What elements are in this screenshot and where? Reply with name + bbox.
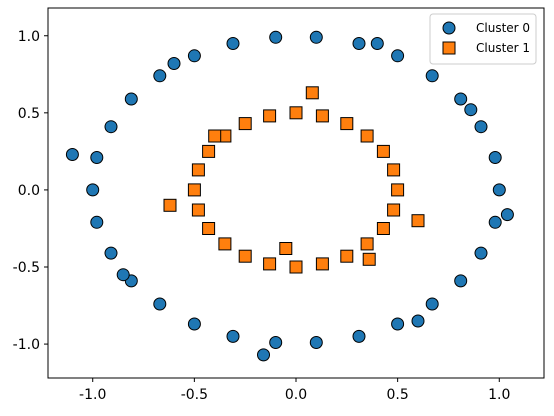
cluster-0-point (425, 297, 439, 311)
cluster-1-point (191, 203, 205, 217)
cluster-1-point (238, 117, 252, 131)
cluster-1-point (289, 106, 303, 120)
legend-label-cluster-1: Cluster 1 (476, 41, 530, 55)
cluster-0-point (269, 30, 283, 44)
cluster-0-point (492, 183, 506, 197)
cluster-1-point (238, 249, 252, 263)
y-tick-label: -1.0 (13, 337, 40, 353)
cluster-1-points (163, 86, 425, 274)
cluster-0-point (454, 274, 468, 288)
cluster-0-point (116, 268, 130, 282)
x-tick-label: 0.5 (387, 387, 409, 403)
cluster-1-point (387, 163, 401, 177)
legend: Cluster 0 Cluster 1 (429, 13, 537, 65)
cluster-0-point (454, 92, 468, 106)
cluster-0-point (65, 148, 79, 161)
cluster-1-point (387, 203, 401, 217)
cluster-1-point (202, 222, 216, 235)
y-tick-label: -0.5 (13, 260, 40, 276)
legend-marker-cluster-0 (442, 21, 456, 35)
cluster-0-point (500, 208, 514, 222)
cluster-0-point (226, 37, 240, 50)
legend-label-cluster-0: Cluster 0 (476, 21, 530, 35)
plot-area (47, 7, 545, 379)
cluster-0-point (309, 30, 323, 44)
cluster-0-point (86, 183, 100, 197)
x-tick-label: 1.0 (488, 387, 510, 403)
cluster-1-point (391, 183, 405, 197)
cluster-0-point (90, 151, 104, 164)
cluster-0-point (167, 57, 181, 70)
y-tick-label: 1.0 (18, 29, 40, 45)
x-axis: -1.0 -0.5 0.0 0.5 1.0 (79, 378, 510, 403)
cluster-0-point (370, 37, 384, 50)
cluster-1-point (202, 144, 216, 158)
cluster-0-point (153, 69, 167, 83)
cluster-1-point (305, 86, 319, 100)
cluster-1-point (218, 237, 232, 251)
cluster-1-point (340, 249, 354, 263)
cluster-0-points (65, 30, 514, 362)
cluster-0-point (104, 120, 118, 134)
x-tick-label: -1.0 (79, 387, 106, 403)
x-tick-label: -0.5 (181, 387, 208, 403)
cluster-1-point (360, 237, 374, 251)
cluster-0-point (104, 246, 118, 260)
cluster-1-point (263, 109, 277, 123)
cluster-1-point (187, 183, 201, 197)
cluster-0-point (187, 317, 201, 331)
cluster-0-point (352, 329, 366, 343)
cluster-1-point (376, 144, 390, 158)
cluster-0-point (352, 37, 366, 50)
cluster-1-point (279, 242, 293, 255)
cluster-0-point (391, 49, 405, 63)
cluster-0-point (269, 336, 283, 349)
cluster-1-point (360, 129, 374, 143)
cluster-1-point (315, 257, 329, 271)
cluster-0-point (488, 215, 502, 229)
cluster-0-point (474, 246, 488, 260)
cluster-0-point (187, 49, 201, 63)
cluster-1-point (411, 214, 425, 228)
cluster-1-point (315, 109, 329, 123)
cluster-1-point (208, 129, 222, 143)
y-tick-label: 0.5 (18, 106, 40, 122)
cluster-0-point (226, 329, 240, 343)
cluster-1-point (362, 252, 376, 266)
cluster-1-point (340, 117, 354, 131)
cluster-1-point (263, 257, 277, 271)
x-tick-label: 0.0 (285, 387, 307, 403)
y-axis: 1.0 0.5 0.0 -0.5 -1.0 (13, 29, 48, 353)
cluster-0-point (488, 151, 502, 164)
cluster-0-point (425, 69, 439, 83)
cluster-0-point (309, 336, 323, 349)
cluster-0-point (464, 103, 478, 117)
legend-box (429, 13, 537, 65)
cluster-0-point (411, 314, 425, 328)
cluster-0-point (90, 215, 104, 229)
cluster-0-point (124, 92, 138, 106)
cluster-0-point (474, 120, 488, 134)
y-tick-label: 0.0 (18, 183, 40, 199)
cluster-1-point (163, 198, 177, 212)
cluster-1-point (289, 260, 303, 274)
cluster-0-point (257, 348, 270, 362)
cluster-1-point (376, 222, 390, 235)
cluster-0-point (153, 297, 167, 311)
cluster-1-point (191, 163, 205, 177)
legend-marker-cluster-1 (442, 41, 456, 55)
cluster-0-point (391, 317, 405, 331)
